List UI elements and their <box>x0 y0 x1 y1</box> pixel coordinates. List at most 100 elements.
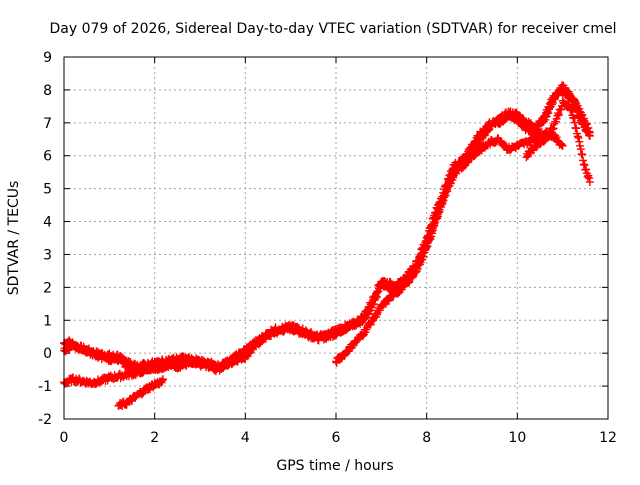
data-point <box>446 179 455 188</box>
data-point <box>570 118 579 127</box>
data-point <box>440 193 449 202</box>
x-tick-label: 6 <box>332 430 341 446</box>
y-tick-label: 6 <box>43 149 52 165</box>
y-tick-label: 3 <box>43 247 52 263</box>
y-axis-label: SDTVAR / TECUs <box>6 181 22 296</box>
data-point <box>427 228 436 237</box>
x-tick-label: 8 <box>422 430 431 446</box>
data-point <box>434 209 442 218</box>
data-points <box>60 81 594 411</box>
data-point <box>424 234 433 243</box>
data-point <box>403 276 412 285</box>
data-point <box>239 351 248 360</box>
data-point <box>414 260 423 269</box>
data-point <box>585 131 594 140</box>
data-point <box>545 104 554 113</box>
y-tick-label: 5 <box>43 182 52 198</box>
data-point <box>534 124 543 133</box>
data-point <box>241 349 250 358</box>
data-point <box>572 124 581 133</box>
data-point <box>471 137 480 146</box>
data-point <box>464 158 473 167</box>
data-point <box>368 298 377 307</box>
data-point <box>235 353 244 362</box>
data-point <box>422 242 431 251</box>
data-point <box>362 325 371 334</box>
plot-frame <box>63 56 609 420</box>
data-point <box>373 287 382 296</box>
data-point <box>573 108 582 117</box>
data-point <box>425 232 434 241</box>
data-point <box>538 118 547 127</box>
data-point <box>573 106 582 115</box>
data-point <box>158 375 167 384</box>
y-tick-label: 8 <box>43 83 52 99</box>
x-tick-label: 4 <box>241 430 250 446</box>
y-tick-label: 7 <box>43 116 52 132</box>
data-point <box>421 244 430 253</box>
data-point <box>430 219 439 228</box>
y-tick-label: 9 <box>43 50 52 66</box>
data-point <box>545 129 554 138</box>
data-point <box>566 106 575 115</box>
data-point <box>579 118 588 127</box>
data-point <box>158 376 167 385</box>
data-point <box>573 132 582 141</box>
data-point <box>543 107 552 116</box>
data-point <box>362 307 371 316</box>
data-point <box>563 101 572 110</box>
y-tick-label: 1 <box>43 313 52 329</box>
data-point <box>570 114 578 123</box>
data-point <box>372 288 381 297</box>
data-point <box>428 224 437 233</box>
y-tick-label: -2 <box>38 412 52 428</box>
data-point <box>537 117 546 126</box>
data-point <box>585 174 594 183</box>
x-tick-label: 10 <box>508 430 526 446</box>
data-point <box>367 298 376 307</box>
x-tick-label: 2 <box>150 430 159 446</box>
series-sdtvar-early-loop <box>60 340 250 374</box>
data-point <box>582 124 591 133</box>
data-point <box>579 156 588 165</box>
data-point <box>578 150 587 159</box>
data-point <box>576 145 585 154</box>
data-point <box>412 262 421 271</box>
data-point <box>409 268 418 277</box>
data-point <box>585 131 594 140</box>
data-point <box>582 165 591 174</box>
data-point <box>552 133 561 142</box>
data-point <box>362 307 371 316</box>
data-point <box>423 239 432 248</box>
data-point <box>551 131 560 140</box>
data-point <box>583 172 592 181</box>
data-point <box>554 110 563 119</box>
data-point <box>435 205 444 214</box>
data-point <box>558 141 567 150</box>
data-point <box>432 214 441 223</box>
data-point <box>359 315 368 324</box>
series-sdtvar-late-tail <box>522 96 594 187</box>
data-point <box>372 310 381 319</box>
y-tick-label: 4 <box>43 215 52 231</box>
x-tick-label: 12 <box>599 430 617 446</box>
y-tick-label: 0 <box>43 346 52 362</box>
data-point <box>549 124 558 133</box>
data-point <box>557 139 566 148</box>
data-point <box>475 132 484 141</box>
data-point <box>443 187 452 196</box>
x-tick-label: 0 <box>60 430 69 446</box>
data-point <box>576 112 585 121</box>
data-point <box>260 334 269 343</box>
data-point <box>580 161 589 170</box>
data-point <box>441 191 450 200</box>
data-point <box>579 160 588 169</box>
data-point <box>567 96 576 105</box>
chart-title: Day 079 of 2026, Sidereal Day-to-day VTE… <box>49 21 616 37</box>
data-point <box>574 133 583 142</box>
data-point <box>585 178 594 187</box>
y-tick-label: 2 <box>43 280 52 296</box>
